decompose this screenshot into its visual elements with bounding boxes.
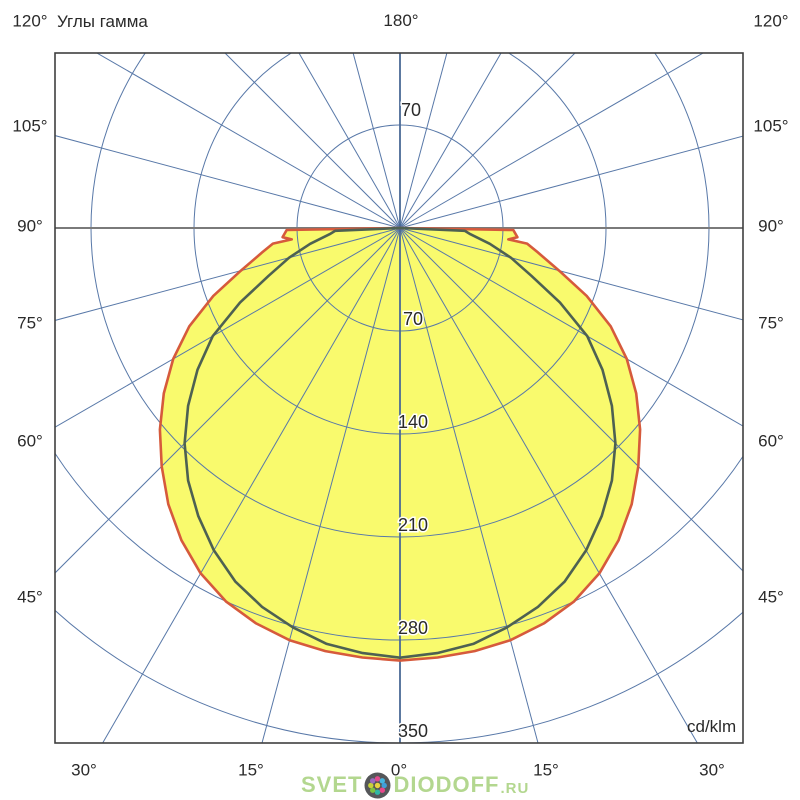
radial-tick-label: 70 bbox=[403, 309, 423, 329]
gamma-angle-label: 30° bbox=[71, 760, 97, 779]
watermark-text-diodoff: DIODOFF bbox=[393, 772, 500, 797]
gamma-angle-label: 15° bbox=[533, 760, 559, 779]
gamma-angle-label: 105° bbox=[753, 116, 788, 135]
radial-tick-label: 350 bbox=[398, 721, 428, 741]
gamma-angle-label: 60° bbox=[758, 431, 784, 450]
gamma-angle-label: 90° bbox=[17, 216, 43, 235]
radial-tick-label: 210 bbox=[398, 515, 428, 535]
watermark-text-ru: .RU bbox=[500, 780, 530, 797]
outer-curve-line bbox=[158, 226, 642, 662]
radial-tick-label: 280 bbox=[398, 618, 428, 638]
unit-label: cd/klm bbox=[687, 717, 737, 736]
grid-ray bbox=[399, 53, 448, 229]
chart-title: Углы гамма bbox=[57, 12, 148, 31]
grid-ray bbox=[399, 227, 539, 743]
radial-tick-label: 70 bbox=[401, 100, 421, 120]
grid-ray bbox=[399, 227, 743, 572]
grid-ray bbox=[399, 53, 502, 229]
angle-label-180: 180° bbox=[383, 11, 419, 30]
radial-tick-label: 140 bbox=[398, 412, 428, 432]
gamma-angle-label: 45° bbox=[758, 587, 784, 606]
grid-ray bbox=[102, 227, 401, 743]
grid-ray bbox=[399, 227, 698, 743]
grid-ray bbox=[55, 135, 401, 229]
grid-ray bbox=[224, 53, 401, 229]
grid-ray bbox=[55, 227, 401, 574]
gamma-angle-label: 15° bbox=[238, 760, 264, 779]
grid-ray bbox=[55, 227, 401, 428]
grid-ray bbox=[399, 53, 576, 229]
gamma-angle-label: 60° bbox=[17, 431, 43, 450]
watermark-logo-icon bbox=[364, 772, 391, 798]
grid-ray bbox=[399, 53, 705, 229]
grid-ray bbox=[399, 227, 743, 427]
gamma-angle-label: 0° bbox=[391, 760, 407, 779]
watermark: SVET DIODOFF .RU bbox=[301, 770, 529, 800]
gamma-angle-label: 45° bbox=[17, 587, 43, 606]
gamma-angle-label: 120° bbox=[753, 11, 788, 30]
grid-ray bbox=[399, 135, 743, 229]
gamma-angle-label: 90° bbox=[758, 216, 784, 235]
grid-ray bbox=[95, 53, 401, 229]
grid-ray bbox=[261, 227, 401, 743]
grid-ray bbox=[298, 53, 401, 229]
grid-ray bbox=[352, 53, 401, 229]
watermark-text-svet: SVET bbox=[301, 772, 363, 797]
gamma-angle-label: 75° bbox=[758, 313, 784, 332]
inner-curve-line bbox=[183, 226, 617, 659]
gamma-angle-label: 75° bbox=[17, 313, 43, 332]
gamma-angle-label: 105° bbox=[12, 116, 47, 135]
radial-tick-labels: 70 140 210 280 350 70 bbox=[396, 98, 429, 742]
plot-frame bbox=[54, 52, 744, 744]
gamma-angle-label: 30° bbox=[699, 760, 725, 779]
gamma-angle-label: 120° bbox=[12, 11, 47, 30]
